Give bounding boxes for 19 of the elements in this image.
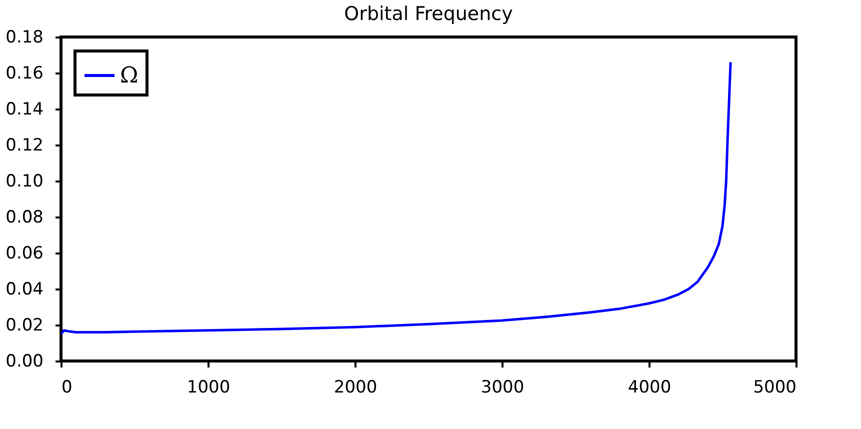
- x-tick-label: 1000: [186, 378, 230, 398]
- legend-label: Ω: [120, 64, 138, 88]
- y-tick-label: 0.00: [6, 352, 44, 372]
- y-tick-label: 0.04: [6, 280, 44, 300]
- line-series: [61, 60, 732, 336]
- y-tick-label: 0.18: [6, 28, 44, 48]
- y-tick-label: 0.10: [6, 172, 44, 192]
- chart-title: Orbital Frequency: [344, 3, 513, 25]
- x-tick-label: 4000: [628, 378, 672, 398]
- x-tick-label: 0: [62, 378, 72, 398]
- y-tick-label: 0.16: [6, 64, 44, 84]
- y-tick-label: 0.14: [6, 100, 44, 120]
- y-tick-label: 0.12: [6, 136, 44, 156]
- x-tick-label: 5000: [753, 378, 796, 398]
- x-tick-label: 3000: [480, 378, 524, 398]
- y-tick-label: 0.08: [6, 208, 44, 228]
- y-tick-label: 0.06: [6, 244, 44, 264]
- x-tick-label: 2000: [334, 378, 378, 398]
- y-tick-label: 0.02: [6, 316, 44, 336]
